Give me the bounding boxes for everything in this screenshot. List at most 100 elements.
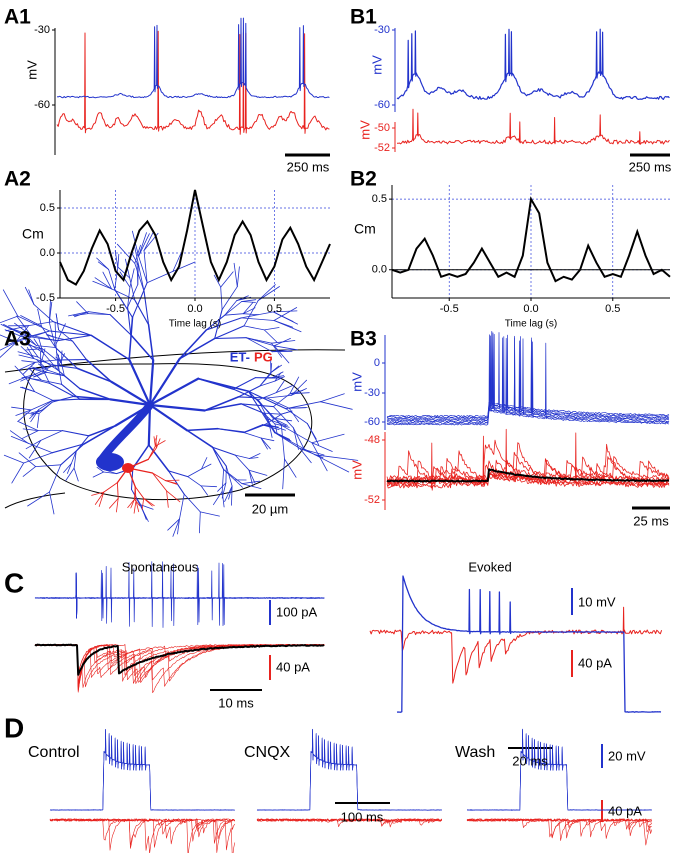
- dendrite: [280, 424, 285, 460]
- dendrite: [292, 427, 299, 450]
- dendrite: [178, 337, 216, 360]
- dendrite: [234, 479, 243, 488]
- dendrite: [91, 491, 105, 496]
- dendrite: [71, 450, 77, 464]
- dendrite: [103, 482, 118, 493]
- dendrite: [11, 462, 25, 484]
- dendrite: [273, 393, 291, 408]
- dendrite: [38, 401, 53, 414]
- dendrite: [237, 385, 261, 398]
- dendrite: [282, 458, 285, 490]
- trace: [386, 331, 670, 419]
- dendrite: [134, 299, 150, 326]
- dendrite: [273, 345, 290, 364]
- dendrite: [11, 406, 32, 411]
- dendrite: [92, 471, 104, 478]
- dendrite: [224, 485, 233, 503]
- panel-label: A1: [4, 6, 31, 29]
- dendrite: [273, 337, 291, 347]
- dendrite: [21, 360, 36, 363]
- dendrite: [14, 322, 32, 336]
- dendrite: [135, 500, 140, 513]
- dendrite: [248, 469, 268, 476]
- dendrite: [257, 392, 277, 401]
- dendrite: [260, 437, 275, 442]
- dendrite: [274, 432, 301, 449]
- dendrite: [172, 518, 180, 537]
- condition-label: Wash: [455, 744, 495, 761]
- dendrite: [186, 429, 214, 448]
- trace: [466, 729, 652, 811]
- dendrite: [299, 447, 324, 459]
- axis-label: mV: [357, 120, 372, 140]
- dendrite: [272, 311, 294, 322]
- dendrite: [61, 383, 81, 400]
- dendrite: [165, 480, 178, 485]
- axis-label: mV: [349, 460, 364, 480]
- dendrite: [140, 504, 147, 520]
- dendrite: [40, 348, 46, 366]
- dendrite: [26, 346, 35, 360]
- dendrite: [24, 376, 35, 393]
- trace: [256, 818, 443, 827]
- dendrite: [28, 439, 42, 459]
- dendrite: [63, 375, 81, 390]
- dendrite: [35, 369, 48, 373]
- dendrite: [319, 401, 353, 410]
- dendrite: [61, 362, 65, 377]
- dendrite: [272, 310, 298, 313]
- scale-label: 100 ms: [341, 809, 384, 824]
- dendrite: [3, 454, 25, 464]
- dendrite: [36, 359, 49, 371]
- dendrite: [25, 439, 42, 450]
- dendrite: [263, 412, 276, 425]
- dendrite: [263, 327, 280, 331]
- dendrite: [119, 271, 131, 288]
- dendrite: [71, 340, 87, 361]
- dendrite: [130, 334, 154, 361]
- dendrite: [127, 283, 139, 308]
- dendrite: [186, 427, 219, 432]
- dendrite: [166, 490, 181, 503]
- dendrite: [243, 432, 262, 439]
- trace: [396, 575, 662, 713]
- dendrite: [29, 368, 42, 381]
- y-tick-label: 0.5: [40, 202, 55, 214]
- dendrite: [203, 396, 240, 412]
- dendrite: [263, 412, 282, 415]
- trace: [386, 428, 670, 481]
- dendrite: [61, 430, 90, 437]
- dendrite: [241, 301, 256, 303]
- dendrite: [200, 485, 209, 496]
- y-tick-label: 0: [374, 357, 380, 369]
- dendrite: [41, 325, 56, 348]
- dendrite: [280, 410, 293, 415]
- dendrite: [36, 345, 56, 348]
- dendrite: [130, 498, 135, 509]
- dendrite: [214, 337, 247, 340]
- dendrite: [299, 447, 325, 456]
- dendrite: [143, 497, 153, 507]
- dendrite: [79, 387, 112, 401]
- trace: [256, 729, 442, 811]
- dendrite: [213, 274, 222, 288]
- dendrite: [248, 469, 253, 485]
- dendrite: [200, 485, 218, 488]
- y-tick-label: -0.5: [36, 292, 55, 304]
- dendrite: [33, 303, 54, 323]
- dendrite: [134, 486, 145, 499]
- dendrite: [130, 251, 140, 267]
- dendrite: [205, 317, 242, 331]
- dendrite: [214, 325, 245, 340]
- dendrite: [136, 262, 139, 285]
- dendrite: [217, 428, 246, 433]
- panel-label: B1: [350, 6, 377, 29]
- dendrite: [33, 371, 48, 378]
- dendrite: [198, 511, 201, 534]
- dendrite: [116, 482, 119, 499]
- dendrite: [22, 428, 39, 432]
- dendrite: [187, 476, 202, 487]
- dendrite: [177, 518, 180, 535]
- trace: [386, 408, 670, 425]
- dendrite: [263, 329, 278, 343]
